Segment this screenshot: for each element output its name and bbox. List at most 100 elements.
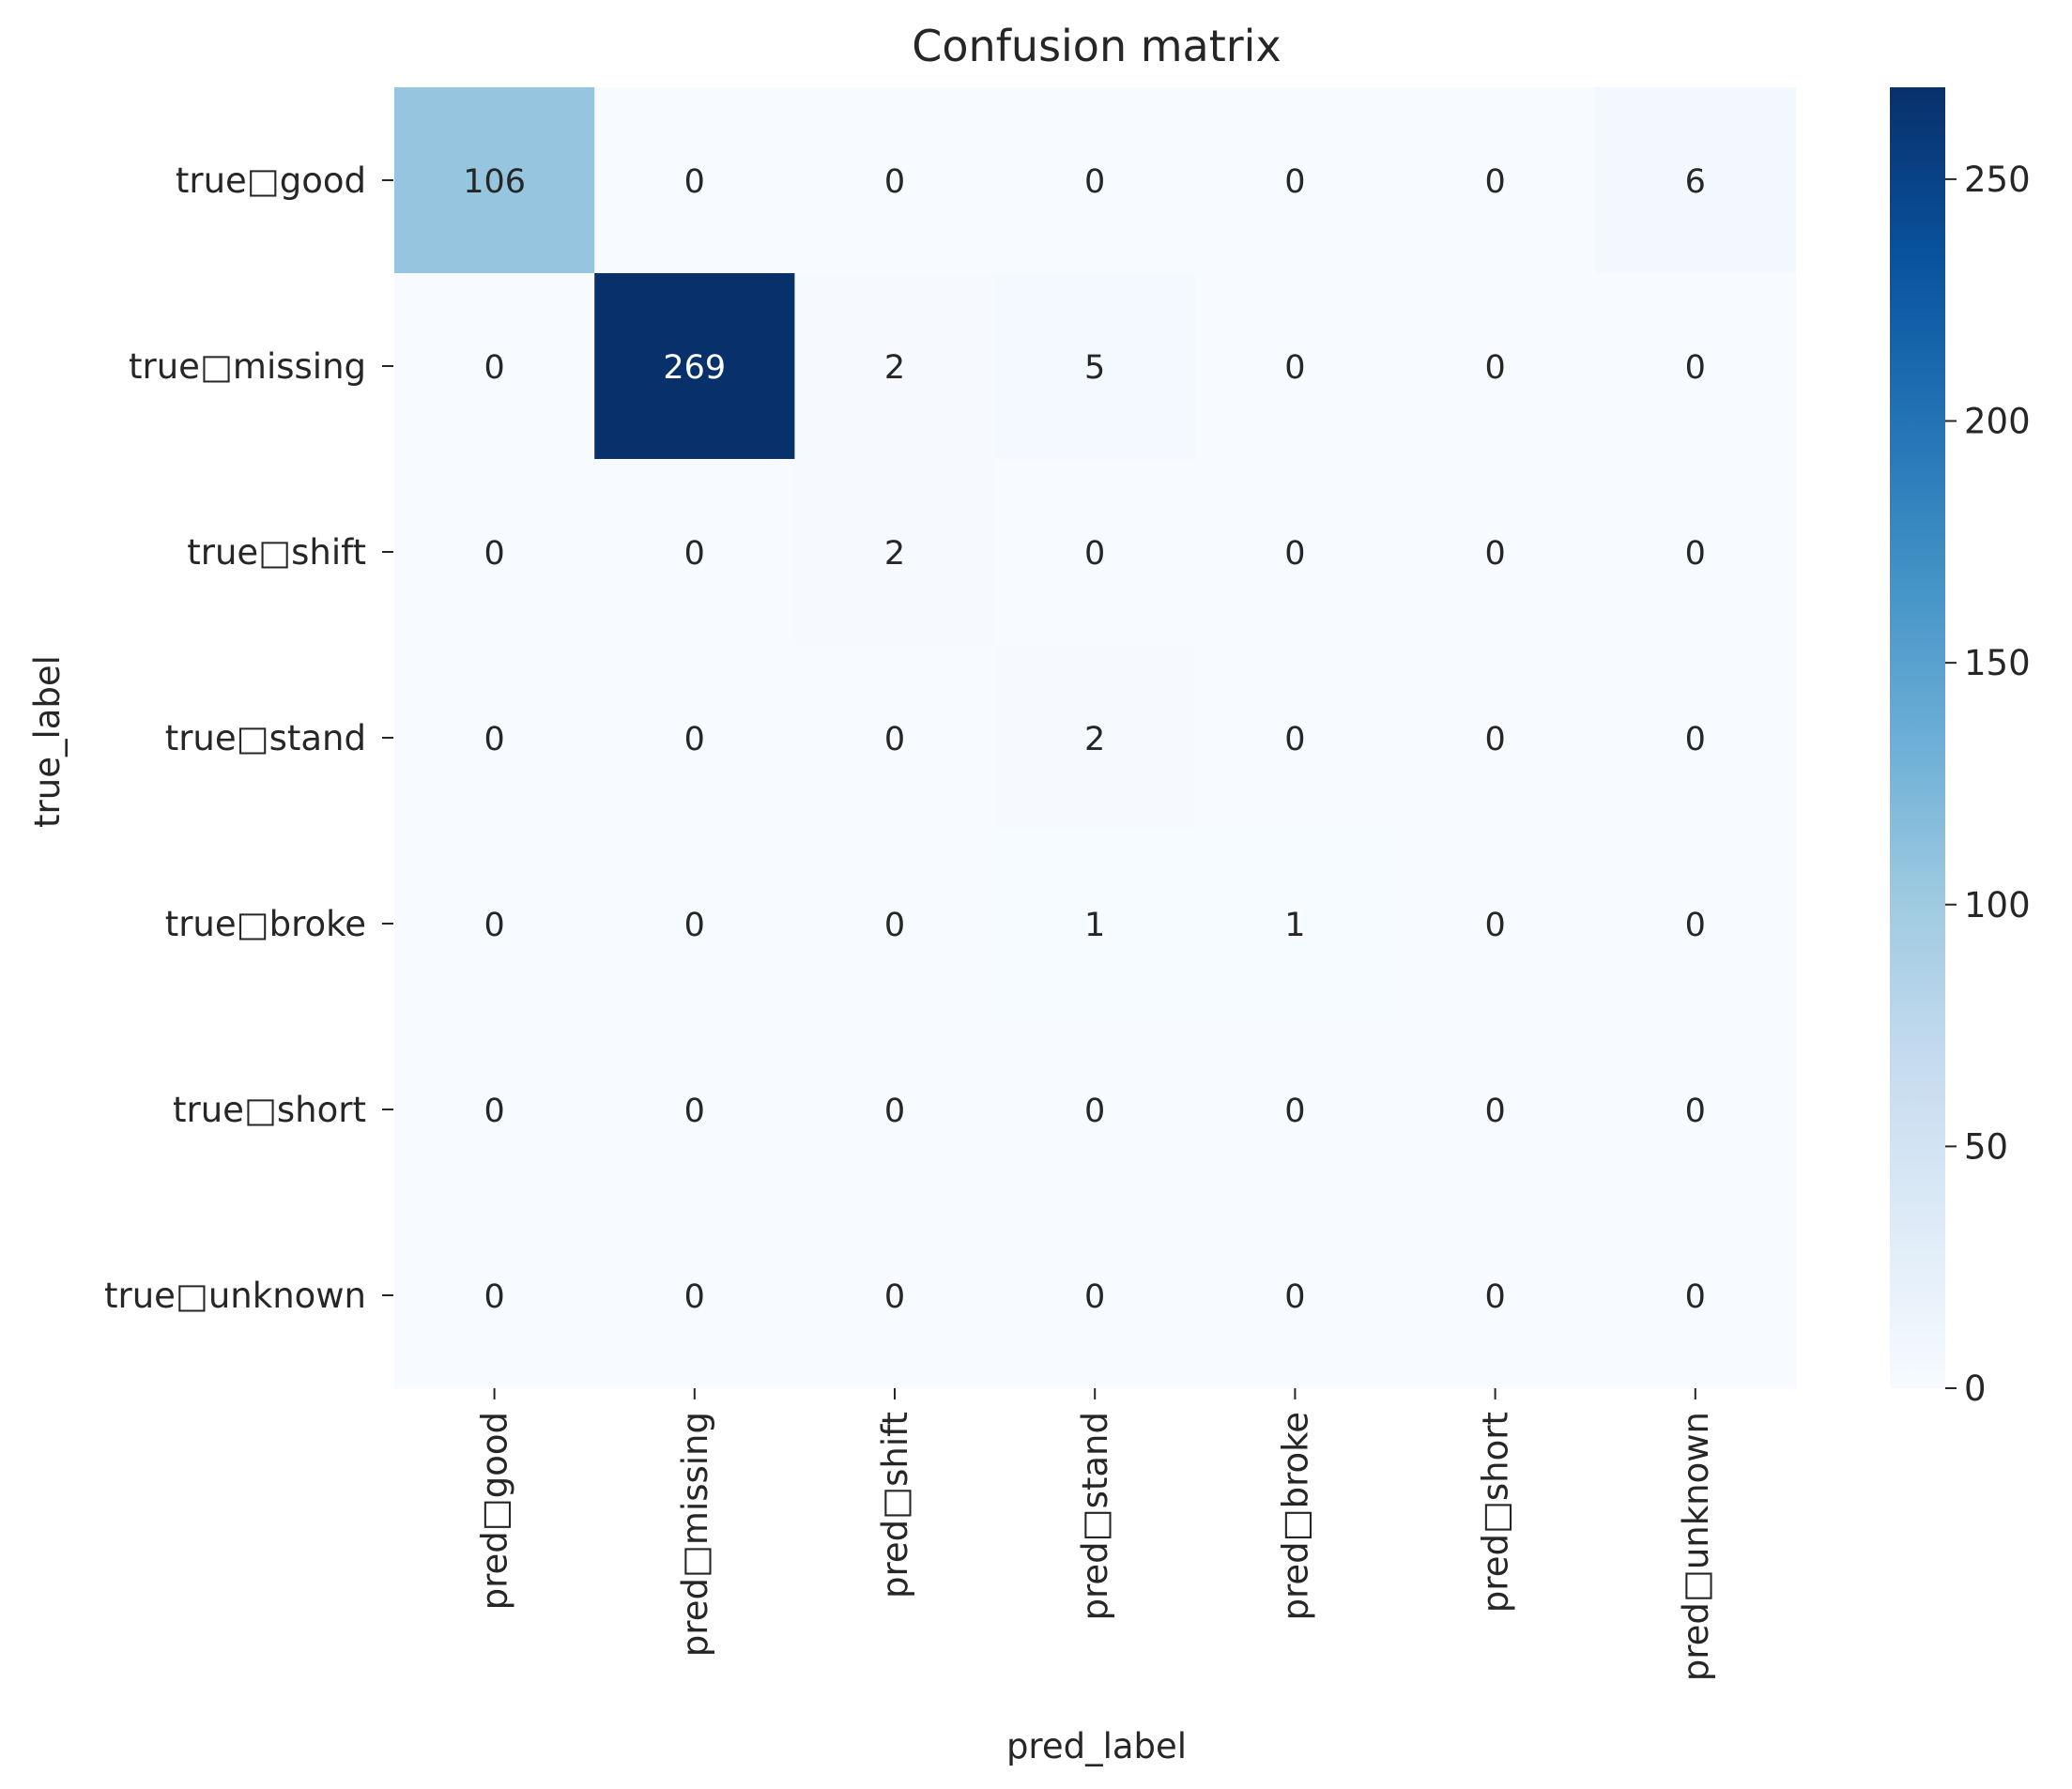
- y-tick-label: true□short: [173, 1090, 366, 1130]
- x-tick-label: pred□missing: [675, 1412, 715, 1657]
- x-tick-label: pred□shift: [875, 1412, 915, 1598]
- cell-value-label: 0: [1084, 163, 1105, 201]
- cell-value-label: 0: [483, 721, 504, 758]
- heatmap-cell: [1395, 1017, 1596, 1203]
- heatmap-cell: [1194, 645, 1396, 832]
- colorbar-tick-label: 150: [1964, 643, 2031, 683]
- y-tick-label: true□unknown: [104, 1276, 366, 1316]
- cell-value-label: 0: [884, 1093, 905, 1130]
- heatmap-cell: [1595, 87, 1796, 274]
- heatmap-cell: [794, 1017, 996, 1203]
- heatmap-cell: [1395, 645, 1596, 832]
- heatmap-cell: [1194, 1202, 1396, 1389]
- heatmap-cells: 106 0 0 0 0 0 6 0 269 2 5 0 0 0 0 0 2 0 0 0 0 0 0 0 2 0 0 0 0 0 0 1 1 0 0 0…: [394, 87, 1796, 1389]
- cell-value-label: 5: [1084, 349, 1105, 387]
- cell-value-label: 2: [1084, 721, 1105, 758]
- x-tick-label: pred□stand: [1075, 1412, 1115, 1621]
- cell-value-label: 0: [684, 1093, 705, 1130]
- cell-value-label: 0: [1685, 349, 1706, 387]
- cell-value-label: 0: [1685, 535, 1706, 573]
- heatmap-cell: [1395, 831, 1596, 1017]
- heatmap-cell: [394, 273, 595, 460]
- cell-value-label: 0: [884, 721, 905, 758]
- cell-value-label: 0: [684, 163, 705, 201]
- heatmap-cell: [1595, 273, 1796, 460]
- heatmap-cell: [994, 1202, 1196, 1389]
- cell-value-label: 0: [684, 721, 705, 758]
- cell-value-label: 0: [1484, 535, 1505, 573]
- heatmap-cell: [394, 1017, 595, 1203]
- cell-value-label: 0: [1084, 1093, 1105, 1130]
- heatmap-cell: [994, 273, 1196, 460]
- cell-value-label: 0: [1484, 349, 1505, 387]
- cell-value-label: 0: [1484, 721, 1505, 758]
- colorbar-tick-label: 200: [1964, 402, 2031, 442]
- cell-value-label: 2: [884, 535, 905, 573]
- cell-value-label: 0: [1284, 349, 1305, 387]
- cell-value-label: 0: [684, 1278, 705, 1316]
- cell-value-label: 0: [1685, 1278, 1706, 1316]
- cell-value-label: 106: [463, 163, 526, 201]
- heatmap-cell: [394, 459, 595, 646]
- heatmap-cell: [1395, 87, 1596, 274]
- cell-value-label: 0: [1284, 163, 1305, 201]
- heatmap-cell: [794, 831, 996, 1017]
- cell-value-label: 0: [1484, 1093, 1505, 1130]
- heatmap-cell: [594, 87, 795, 274]
- colorbar-tick-label: 50: [1964, 1126, 2008, 1167]
- x-axis-label: pred_label: [1006, 1726, 1187, 1766]
- cell-value-label: 1: [1084, 907, 1105, 944]
- heatmap-cell: [594, 459, 795, 646]
- heatmap-cell: [994, 1017, 1196, 1203]
- y-axis-label: true_label: [27, 655, 68, 828]
- colorbar-tick-label: 100: [1964, 885, 2031, 925]
- cell-value-label: 0: [483, 1093, 504, 1130]
- cell-value-label: 0: [483, 907, 504, 944]
- cell-value-label: 0: [1484, 1278, 1505, 1316]
- x-tick-label: pred□unknown: [1676, 1412, 1716, 1681]
- y-tick-labels: true□good true□missing true□shift true□stan…: [104, 161, 393, 1316]
- cell-value-label: 0: [684, 535, 705, 573]
- cell-value-label: 0: [483, 1278, 504, 1316]
- cell-value-label: 0: [1284, 1278, 1305, 1316]
- cell-value-label: 269: [663, 349, 726, 387]
- heatmap-cell: [1194, 459, 1396, 646]
- cell-value-label: 0: [1084, 1278, 1105, 1316]
- colorbar-tick-label: 0: [1964, 1369, 1987, 1409]
- cell-value-label: 0: [1685, 721, 1706, 758]
- cell-value-label: 2: [884, 349, 905, 387]
- heatmap-cell: [1194, 831, 1396, 1017]
- cell-value-label: 1: [1284, 907, 1305, 944]
- colorbar-ticks: 0 50 100 150 200 250: [1945, 160, 2031, 1409]
- heatmap-cell: [394, 831, 595, 1017]
- heatmap-cell: [794, 645, 996, 832]
- cell-value-label: 0: [1484, 163, 1505, 201]
- heatmap-cell: [594, 1202, 795, 1389]
- heatmap-cell: [594, 1017, 795, 1203]
- heatmap-cell: [1194, 1017, 1396, 1203]
- heatmap-cell: [1595, 831, 1796, 1017]
- x-tick-label: pred□short: [1476, 1412, 1516, 1613]
- y-tick-label: true□stand: [165, 718, 366, 758]
- cell-value-label: 0: [1284, 1093, 1305, 1130]
- cell-value-label: 0: [483, 535, 504, 573]
- heatmap-cell: [794, 459, 996, 646]
- heatmap-cell: [594, 831, 795, 1017]
- cell-value-label: 0: [884, 1278, 905, 1316]
- heatmap-cell: [1595, 1017, 1796, 1203]
- cell-value-label: 0: [684, 907, 705, 944]
- heatmap-cell: [1395, 273, 1596, 460]
- cell-value-label: 0: [1084, 535, 1105, 573]
- cell-value-label: 0: [1685, 907, 1706, 944]
- heatmap-cell: [394, 645, 595, 832]
- cell-value-label: 0: [483, 349, 504, 387]
- cell-value-label: 0: [1284, 721, 1305, 758]
- y-tick-label: true□missing: [129, 346, 366, 387]
- cell-value-label: 0: [1284, 535, 1305, 573]
- cell-value-label: 0: [1685, 1093, 1706, 1130]
- heatmap-cell: [1595, 459, 1796, 646]
- cell-value-label: 0: [1484, 907, 1505, 944]
- colorbar: [1890, 87, 1945, 1388]
- y-tick-label: true□broke: [165, 904, 366, 944]
